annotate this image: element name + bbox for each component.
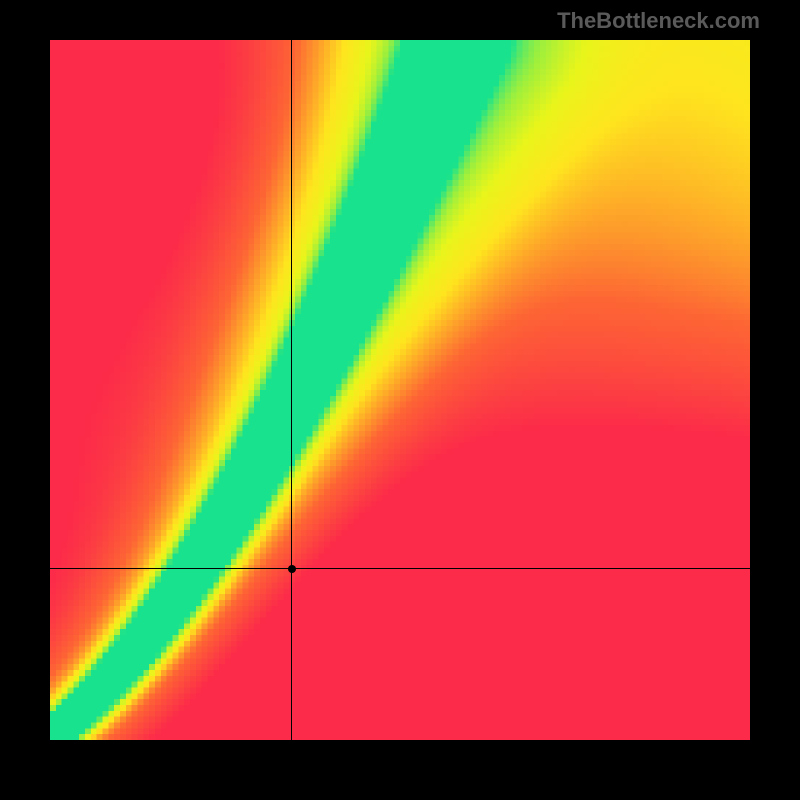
watermark-text: TheBottleneck.com <box>557 8 760 34</box>
crosshair-vertical <box>291 40 292 740</box>
crosshair-horizontal <box>50 568 750 569</box>
heatmap-plot <box>50 40 750 740</box>
crosshair-marker-dot <box>288 565 296 573</box>
